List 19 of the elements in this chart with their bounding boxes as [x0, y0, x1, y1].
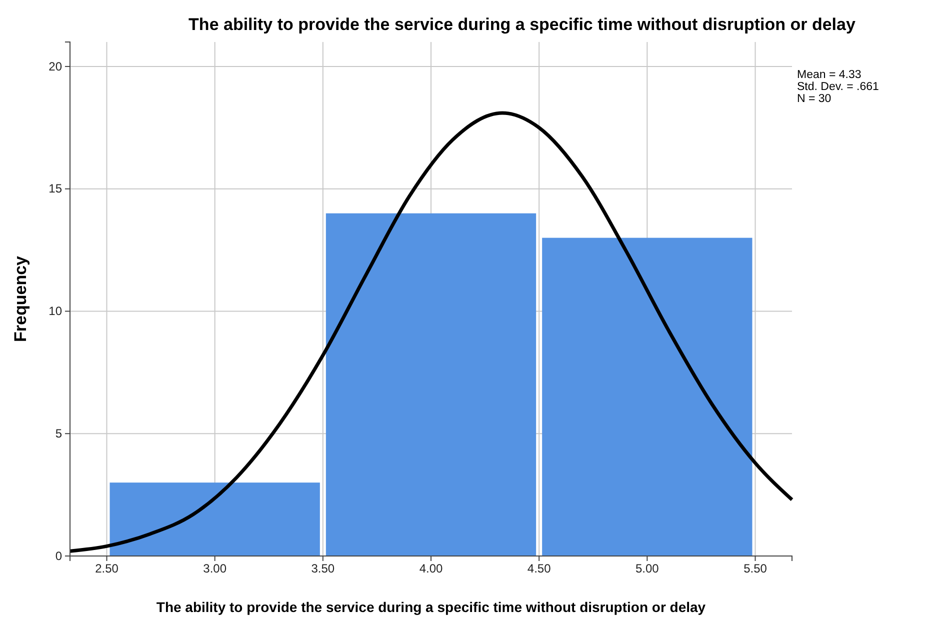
text: Std. Dev. = .661: [797, 81, 879, 93]
x-axis-title: The ability to provide the service during a specific time without disruption or delay: [156, 599, 706, 615]
x-tick-label: 5.50: [744, 562, 768, 576]
y-tick-label: 15: [48, 182, 62, 196]
y-axis-title: Frequency: [11, 255, 30, 342]
x-tick-label: 4.50: [527, 562, 552, 576]
x-tick-label: 2.50: [95, 562, 119, 576]
x-tick-label: 3.50: [311, 562, 335, 576]
text: Mean = 4.33: [797, 69, 862, 81]
y-tick-label: 20: [48, 59, 62, 74]
text: N = 30: [797, 93, 832, 105]
y-tick-label: 0: [55, 548, 62, 563]
x-tick-label: 3.00: [203, 562, 227, 576]
line-series: [68, 111, 794, 553]
y-tick-label: 10: [48, 304, 62, 318]
x-tick-label: 4.00: [419, 562, 443, 576]
x-tick-label: 5.00: [635, 562, 660, 576]
chart-title: The ability to provide the service during a specific time without disruption or delay: [188, 15, 856, 34]
y-tick-label: 5: [55, 426, 62, 440]
